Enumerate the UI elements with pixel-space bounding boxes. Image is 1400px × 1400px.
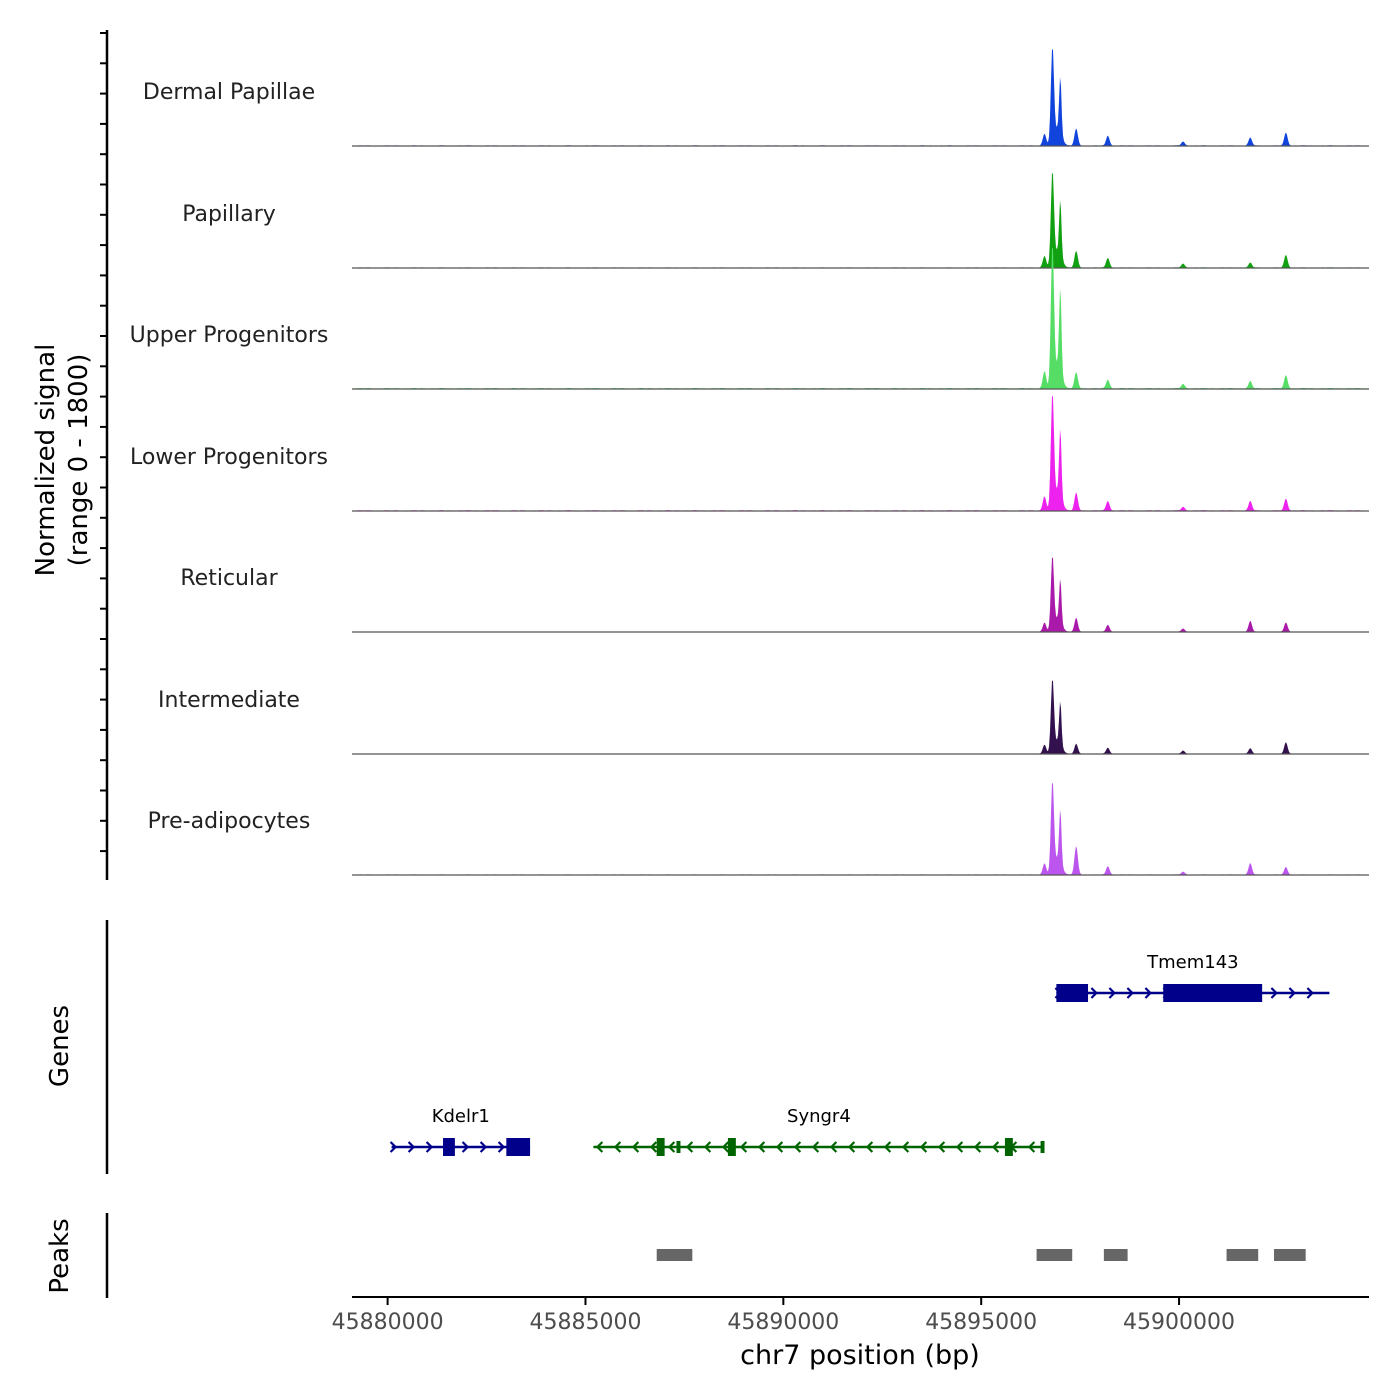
strand-arrow [739, 1141, 748, 1153]
peak-region [1036, 1249, 1073, 1261]
gene-label: Syngr4 [787, 1106, 851, 1127]
peak-region [1274, 1249, 1306, 1261]
signal-area [352, 247, 1369, 389]
strand-arrow [955, 1141, 964, 1153]
strand-arrow [631, 1141, 640, 1153]
exon [443, 1138, 455, 1156]
x-tick-label: 45900000 [1123, 1310, 1235, 1335]
strand-arrow [721, 1141, 730, 1153]
track-label: Pre-adipocytes [148, 809, 311, 834]
strand-arrow [973, 1141, 982, 1153]
strand-arrow [937, 1141, 946, 1153]
signal-y-label-line1: Normalized signal [31, 344, 61, 577]
strand-arrow [407, 1141, 416, 1153]
signal-track-1: Papillary [182, 172, 1369, 269]
x-tick-label: 45895000 [925, 1310, 1037, 1335]
exon [727, 1138, 736, 1156]
peak-region [1103, 1249, 1128, 1261]
strand-arrow [757, 1141, 766, 1153]
track-label: Upper Progenitors [130, 323, 329, 348]
signal-y-label-line2: (range 0 - 1800) [64, 354, 94, 567]
strand-arrow [1144, 987, 1152, 999]
signal-y-axis-label: Normalized signal (range 0 - 1800) [31, 344, 94, 577]
strand-arrow [667, 1141, 676, 1153]
strand-arrow [1108, 987, 1116, 999]
strand-arrow [775, 1141, 784, 1153]
track-label: Reticular [180, 566, 278, 591]
strand-arrow [595, 1141, 604, 1153]
exon [1163, 984, 1263, 1002]
strand-arrow [479, 1141, 488, 1153]
exon [1056, 984, 1089, 1002]
exon [1040, 1141, 1045, 1153]
strand-arrow [425, 1141, 434, 1153]
strand-arrow [919, 1141, 928, 1153]
signal-y-axis [100, 30, 109, 880]
strand-arrow [613, 1141, 622, 1153]
strand-arrow [497, 1141, 506, 1153]
signal-track-6: Pre-adipocytes [148, 782, 1369, 876]
gene-track: Tmem143 Kdelr1 Syngr4 [389, 952, 1330, 1156]
signal-track-5: Intermediate [158, 680, 1369, 755]
track-label: Dermal Papillae [143, 80, 315, 105]
peaks-y-label: Peaks [45, 1218, 75, 1293]
gene-label: Tmem143 [1146, 952, 1239, 973]
signal-track-2: Upper Progenitors [130, 247, 1369, 390]
strand-arrow [829, 1141, 838, 1153]
strand-arrow [793, 1141, 802, 1153]
x-tick-label: 45880000 [332, 1310, 444, 1335]
strand-arrow [389, 1141, 398, 1153]
strand-arrow [685, 1141, 694, 1153]
strand-arrow [1090, 987, 1098, 999]
strand-arrow [1306, 987, 1314, 999]
exon [506, 1138, 531, 1156]
track-label: Papillary [182, 202, 276, 227]
x-tick-label: 45885000 [529, 1310, 641, 1335]
strand-arrow [649, 1141, 658, 1153]
signal-area [352, 680, 1369, 754]
peak-track [656, 1249, 1306, 1261]
peak-region [1226, 1249, 1259, 1261]
strand-arrow [847, 1141, 856, 1153]
signal-area [352, 557, 1369, 632]
signal-area [352, 395, 1369, 511]
strand-arrow [811, 1141, 820, 1153]
strand-arrow [865, 1141, 874, 1153]
strand-arrow [461, 1141, 470, 1153]
track-label: Intermediate [158, 688, 300, 713]
strand-arrow [1270, 987, 1278, 999]
strand-arrow [1288, 987, 1296, 999]
exon [1004, 1138, 1013, 1156]
signal-area [352, 49, 1369, 146]
x-axis-title: chr7 position (bp) [740, 1340, 980, 1371]
strand-arrow [703, 1141, 712, 1153]
strand-arrow [1126, 987, 1134, 999]
signal-track-0: Dermal Papillae [143, 49, 1369, 147]
strand-arrow [991, 1141, 1000, 1153]
x-tick-label: 45890000 [727, 1310, 839, 1335]
exon [656, 1138, 665, 1156]
strand-arrow [901, 1141, 910, 1153]
gene-label: Kdelr1 [432, 1106, 490, 1127]
peak-region [656, 1249, 693, 1261]
signal-track-4: Reticular [180, 557, 1369, 633]
strand-arrow [883, 1141, 892, 1153]
exon [676, 1141, 681, 1153]
gene-2: Syngr4 [593, 1106, 1045, 1156]
signal-tracks: Dermal Papillae Papillary Upper Progenitor… [130, 49, 1369, 876]
signal-track-3: Lower Progenitors [130, 395, 1369, 512]
x-axis-ticks: 45880000 45885000 45890000 45895000 45900000 [332, 1297, 1235, 1335]
track-label: Lower Progenitors [130, 445, 328, 470]
gene-0: Tmem143 [1054, 952, 1330, 1002]
strand-arrow [1027, 1141, 1036, 1153]
signal-area [352, 172, 1369, 268]
genes-y-label: Genes [45, 1005, 75, 1087]
signal-area [352, 782, 1369, 875]
gene-1: Kdelr1 [389, 1106, 531, 1156]
